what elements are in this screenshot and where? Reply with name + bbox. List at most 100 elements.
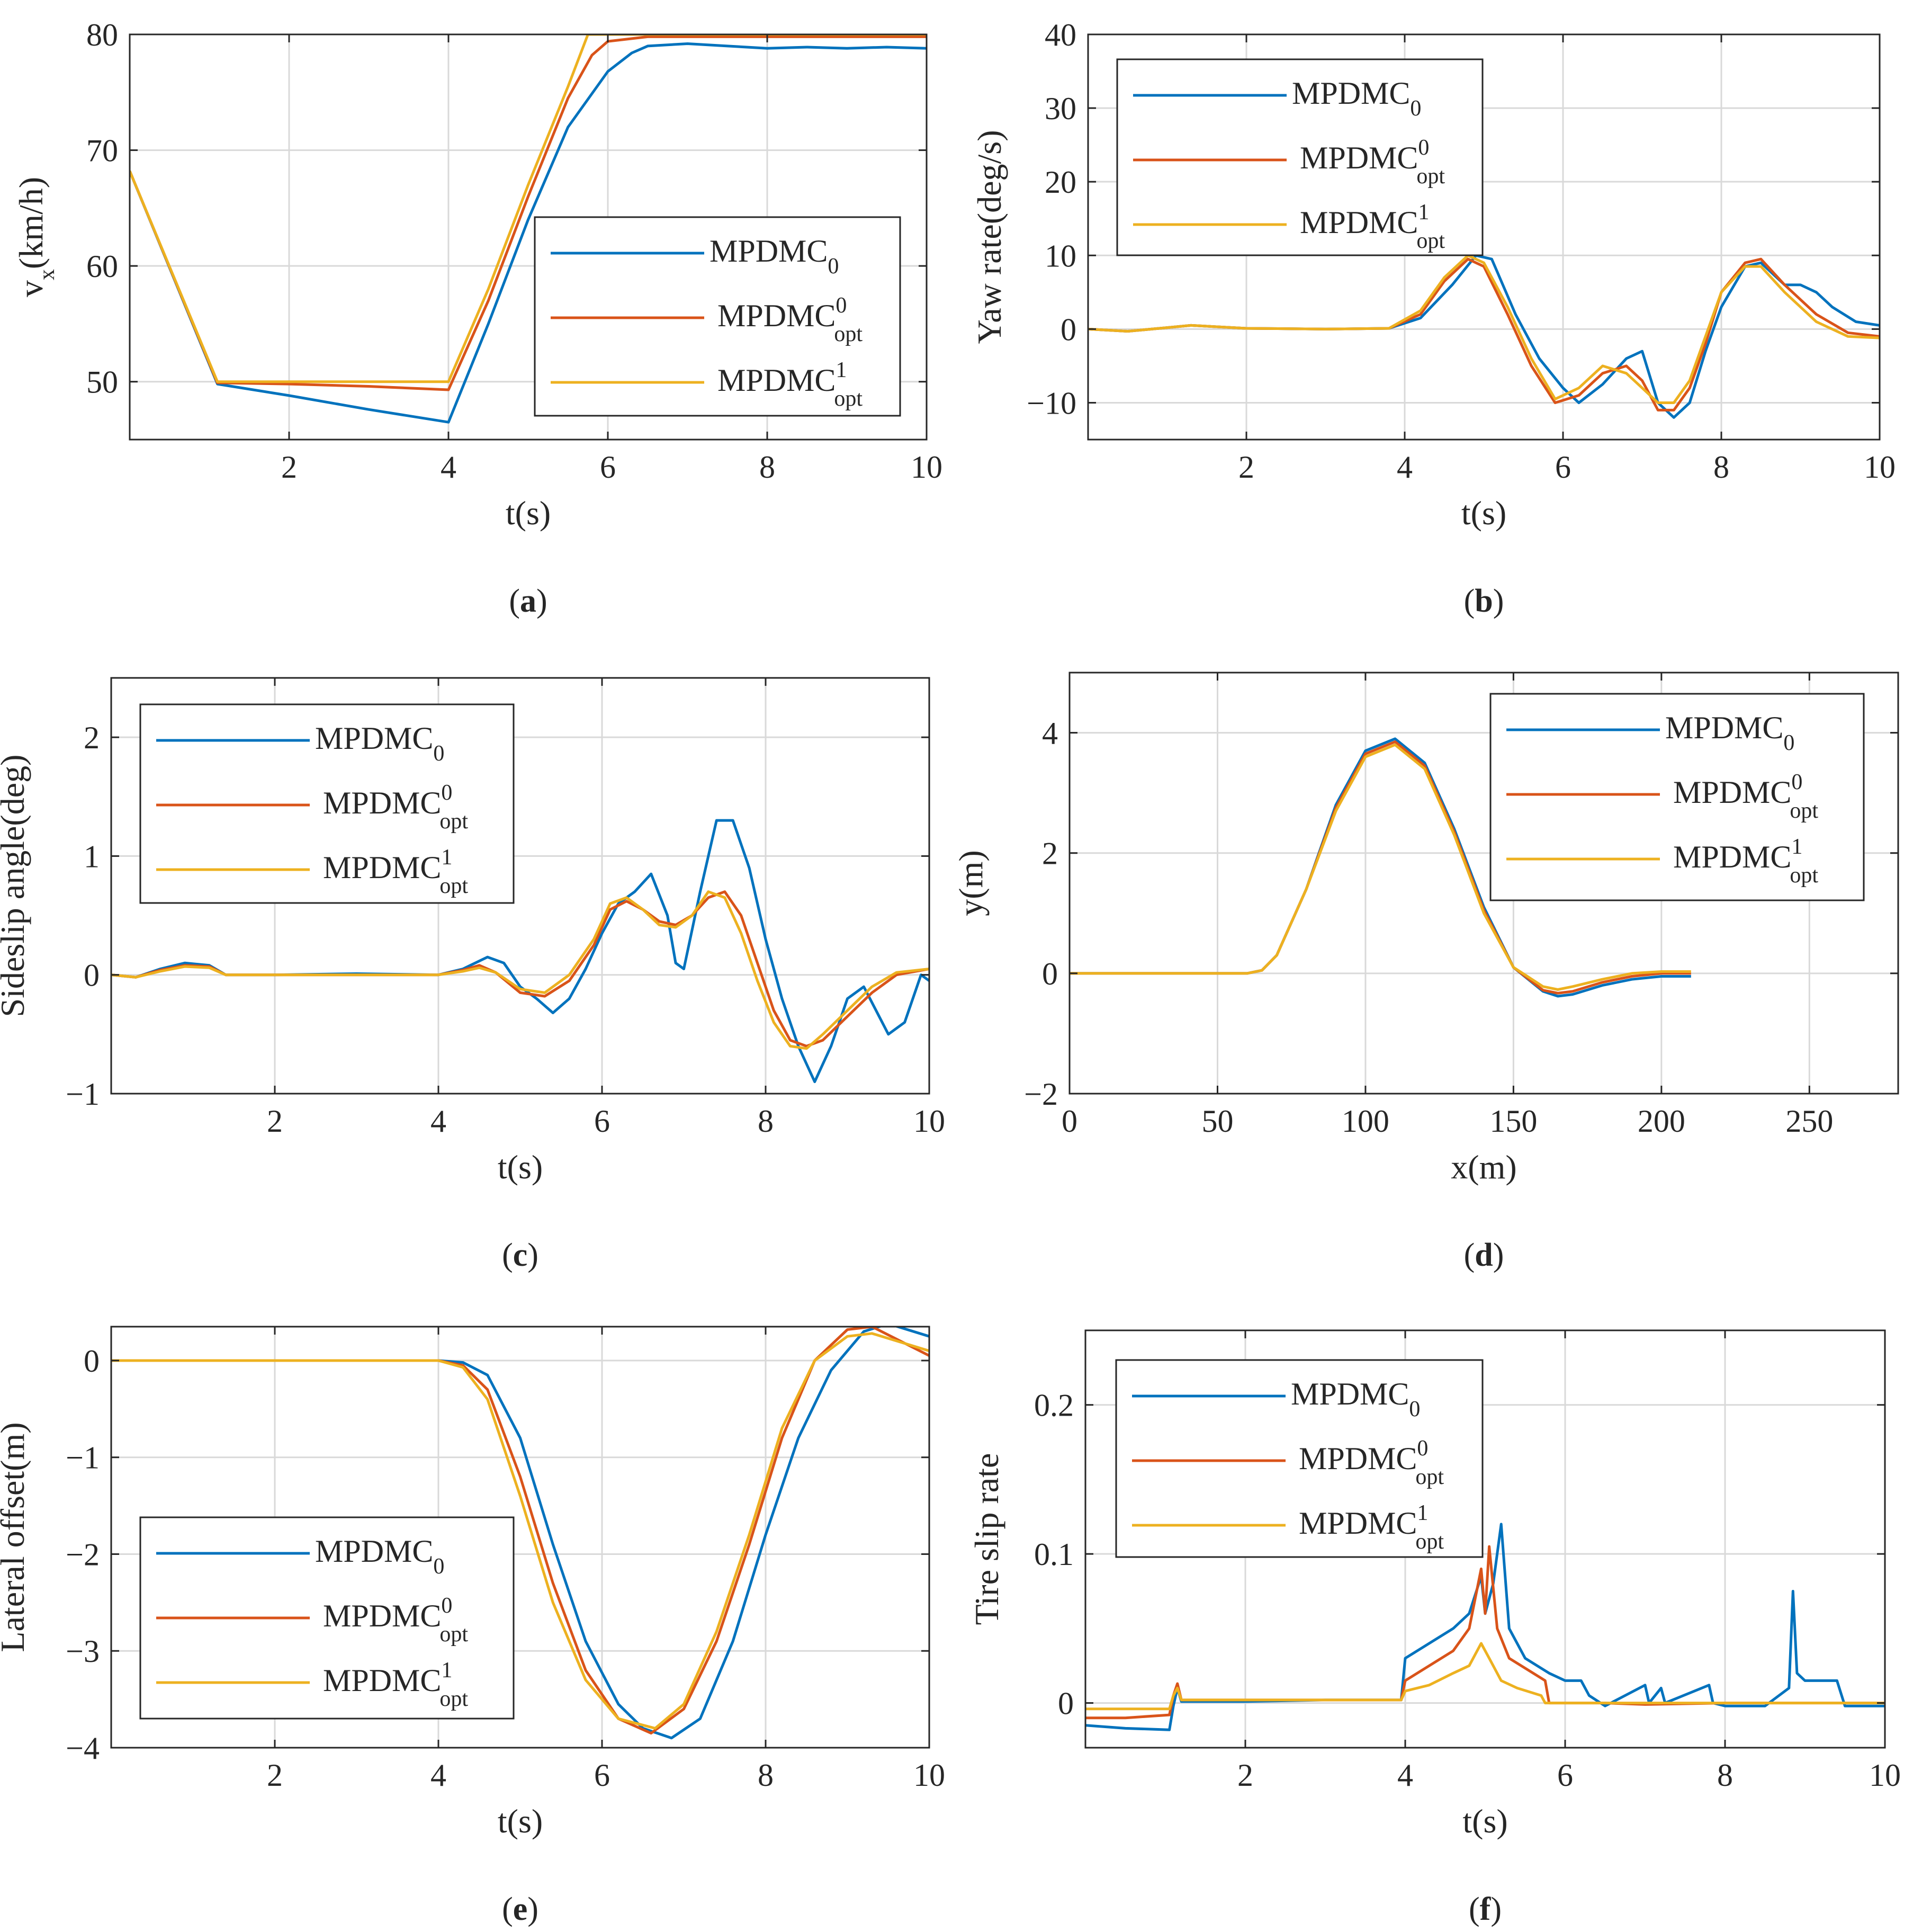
x-tick-label: 2 — [267, 1104, 283, 1139]
axes-box — [110, 677, 930, 1095]
series-group — [1088, 254, 1880, 419]
y-tick-label: 0.2 — [1034, 1388, 1074, 1423]
x-tick-label: 4 — [441, 450, 456, 485]
legend-sub: 0 — [433, 1554, 444, 1579]
y-axis-label: Tire slip rate — [968, 1453, 1005, 1625]
x-axis-label: t(s) — [498, 1802, 543, 1840]
panel-caption: (e) — [502, 1891, 538, 1927]
legend-sup: 1 — [1418, 200, 1429, 225]
series-line-mpdmc-opt1 — [111, 890, 929, 1050]
legend-base: MPDMC — [1292, 76, 1410, 111]
y-tick-label: 0 — [1042, 956, 1058, 991]
y-tick-label: −2 — [66, 1537, 100, 1572]
legend-sub: opt — [1416, 164, 1445, 189]
legend-sub: 0 — [433, 741, 444, 766]
x-tick-label: 10 — [913, 1758, 945, 1793]
legend-label: MPDMC0 — [315, 1534, 444, 1579]
x-tick-label: 6 — [1557, 1758, 1573, 1793]
caption-paren: ) — [1493, 1237, 1504, 1273]
legend-label: MPDMC1 opt — [1673, 835, 1818, 888]
panel-e: 2 4 6 8 10−4−3−2−10t(s)Lateral offset(m)(e)M… — [0, 1326, 945, 1927]
y-axis-label: vx(km/h) — [12, 177, 59, 297]
series-group — [111, 1327, 929, 1740]
legend-base: MPDMC — [1673, 839, 1791, 874]
legend-sub: opt — [834, 387, 863, 411]
legend-base: MPDMC — [717, 298, 836, 333]
legend-base: MPDMC — [323, 785, 441, 820]
legend-label: MPDMC0 — [709, 234, 839, 279]
legend-sub: opt — [439, 809, 468, 834]
legend-base: MPDMC — [1299, 1506, 1417, 1541]
legend-sub: opt — [1415, 1529, 1444, 1554]
legend-sub: opt — [439, 874, 468, 898]
panel-caption: (c) — [502, 1237, 538, 1273]
x-tick-label: 150 — [1489, 1104, 1537, 1139]
y-tick-label: 0 — [84, 958, 100, 993]
x-tick-label: 8 — [758, 1758, 774, 1793]
series-line-mpdmc-opt1 — [130, 34, 927, 383]
x-tick-label: 4 — [1397, 1758, 1413, 1793]
y-tick-label: −4 — [66, 1731, 100, 1766]
legend-label: MPDMC1 opt — [717, 358, 863, 411]
caption-paren: ) — [1490, 1891, 1502, 1927]
x-tick-label: 50 — [1201, 1104, 1233, 1139]
legend-box — [1116, 58, 1484, 256]
legend-sup: 0 — [1417, 1436, 1428, 1461]
legend-label: MPDMC0 — [1292, 76, 1421, 121]
y-tick-label: 60 — [86, 249, 118, 284]
y-tick-label: 80 — [86, 17, 118, 52]
legend-base: MPDMC — [323, 1598, 441, 1633]
x-tick-label: 10 — [1869, 1758, 1901, 1793]
legend-sub: 0 — [1410, 96, 1421, 121]
x-tick-label: 6 — [594, 1758, 610, 1793]
y-tick-label: −10 — [1027, 386, 1076, 421]
y-axis-label: Yaw rate(deg/s) — [971, 130, 1008, 344]
legend-label: MPDMC0 opt — [323, 1594, 468, 1647]
y-tick-label: 40 — [1045, 17, 1076, 52]
x-axis-label: t(s) — [1461, 494, 1506, 532]
axes-box — [1084, 1329, 1886, 1749]
legend-sub: opt — [834, 322, 863, 346]
series-line-mpdmc0 — [130, 42, 927, 424]
caption-paren: ) — [527, 1891, 538, 1927]
legend-label: MPDMC1 opt — [1300, 200, 1445, 253]
y-tick-label: 50 — [86, 365, 118, 400]
x-tick-label: 2 — [1237, 1758, 1253, 1793]
legend-sub: opt — [1415, 1465, 1444, 1489]
x-axis-label: t(s) — [506, 494, 551, 532]
legend-label: MPDMC0 opt — [1300, 136, 1445, 189]
y-label-tail: (km/h) — [12, 177, 50, 269]
y-tick-label: 30 — [1045, 91, 1076, 126]
legend-label: MPDMC0 opt — [717, 293, 863, 346]
legend-label: MPDMC0 opt — [1673, 770, 1818, 823]
y-tick-label: 2 — [1042, 836, 1058, 871]
y-tick-label: 20 — [1045, 165, 1076, 200]
caption-paren: ( — [1464, 583, 1475, 619]
legend-sub: opt — [439, 1622, 468, 1647]
caption-paren: ( — [1469, 1891, 1480, 1927]
y-tick-label: 0 — [1061, 312, 1076, 347]
legend-sup: 1 — [1791, 835, 1802, 859]
series-line-mpdmc-opt1 — [1070, 743, 1691, 991]
axes-box — [1087, 33, 1881, 441]
x-tick-label: 8 — [758, 1104, 774, 1139]
y-axis-label: Lateral offset(m) — [0, 1422, 31, 1652]
legend-sub: opt — [1790, 799, 1818, 823]
caption-paren: ) — [527, 1237, 538, 1273]
legend-label: MPDMC0 opt — [1299, 1436, 1444, 1489]
x-tick-label: 4 — [430, 1104, 446, 1139]
legend-base: MPDMC — [1665, 710, 1783, 745]
x-tick-label: 2 — [267, 1758, 283, 1793]
x-tick-label: 0 — [1062, 1104, 1077, 1139]
panel-caption: (b) — [1464, 583, 1504, 619]
legend-sub: 0 — [1783, 731, 1794, 755]
y-tick-label: 0.1 — [1034, 1537, 1074, 1572]
x-tick-label: 8 — [759, 450, 775, 485]
y-tick-label: 1 — [84, 839, 100, 874]
x-tick-label: 10 — [913, 1104, 945, 1139]
x-axis-label: t(s) — [1462, 1802, 1507, 1840]
